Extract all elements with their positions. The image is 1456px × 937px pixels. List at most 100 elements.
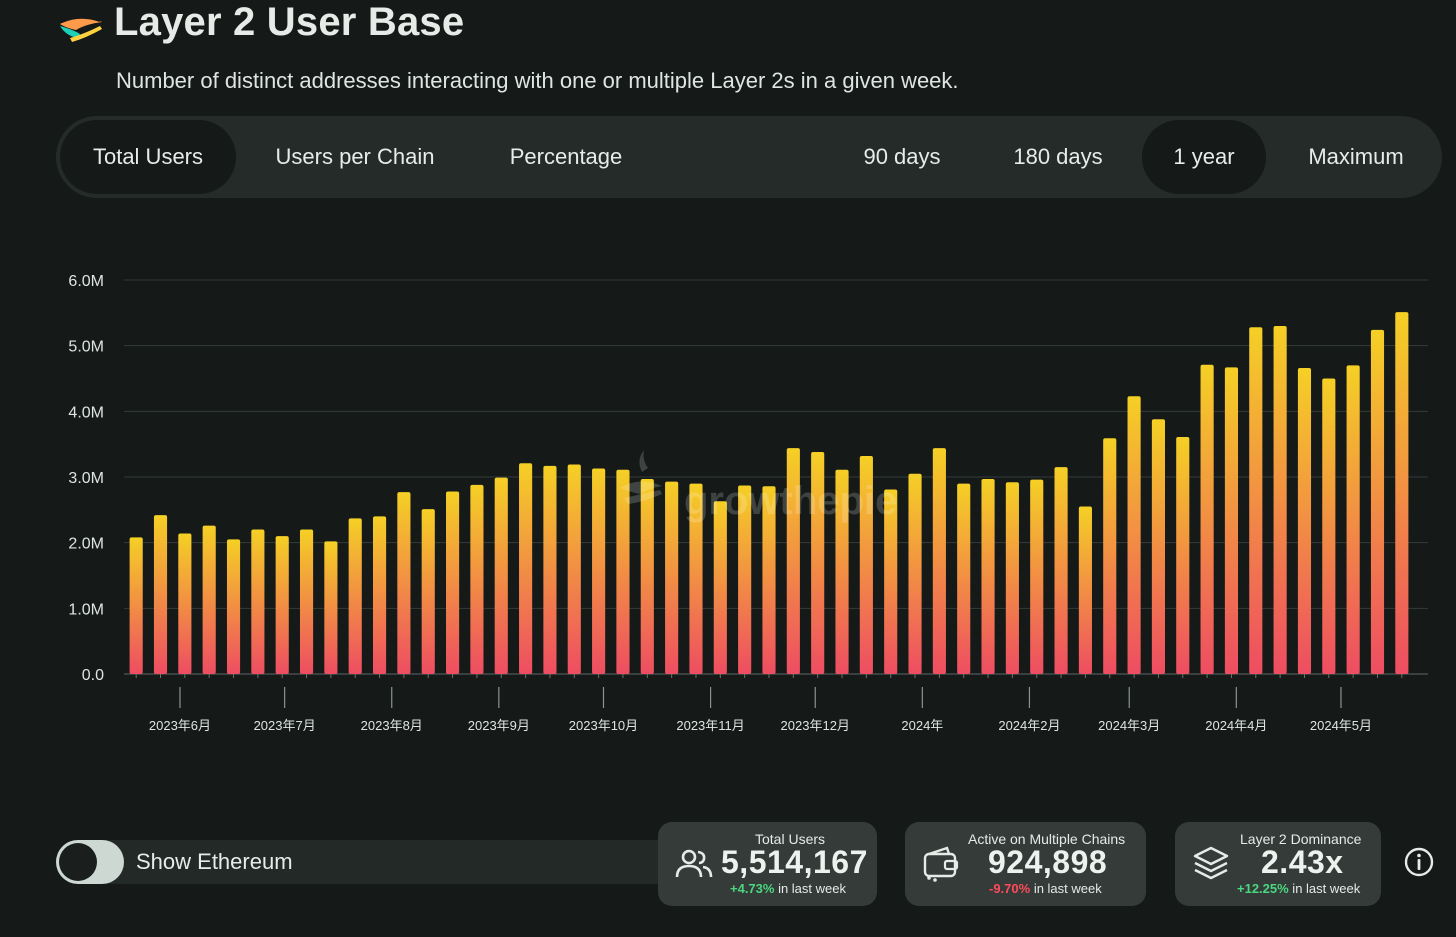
bar[interactable] [397, 492, 411, 674]
bar[interactable] [1273, 325, 1287, 674]
bar[interactable] [567, 464, 581, 674]
bar[interactable] [1078, 506, 1092, 674]
bar[interactable] [1030, 479, 1044, 674]
show-ethereum-switch[interactable] [56, 840, 124, 884]
bar[interactable] [762, 486, 776, 674]
bar[interactable] [811, 452, 825, 674]
x-tick-label: 2024年2月 [998, 718, 1060, 733]
bar[interactable] [957, 483, 971, 674]
bar[interactable] [1224, 367, 1239, 674]
bar[interactable] [1370, 329, 1385, 674]
x-tick-label: 2023年9月 [468, 718, 530, 733]
bar[interactable] [665, 481, 679, 674]
stat-change-percent: -9.70% [989, 881, 1031, 896]
stat-change: +4.73% in last week [730, 881, 846, 896]
y-tick-label: 2.0M [68, 536, 104, 553]
x-tick-label: 2023年12月 [781, 718, 850, 733]
x-tick-label: 2024年 [901, 718, 943, 733]
bar[interactable] [981, 478, 995, 674]
stat-change-suffix: in last week [1288, 881, 1361, 896]
bar[interactable] [129, 537, 143, 674]
bar[interactable] [153, 515, 168, 674]
bar[interactable] [1395, 312, 1409, 674]
bar[interactable] [1127, 396, 1141, 674]
range-180-days[interactable]: 180 days [1013, 144, 1103, 169]
x-tick-label: 2023年7月 [254, 718, 316, 733]
bar[interactable] [689, 483, 703, 674]
bar[interactable] [1297, 367, 1312, 674]
x-tick-label: 2023年6月 [149, 718, 211, 733]
bar[interactable] [202, 525, 216, 674]
y-tick-label: 4.0M [68, 404, 104, 421]
bar[interactable] [738, 485, 752, 674]
info-icon[interactable] [1403, 846, 1435, 878]
stat-label: Layer 2 Dominance [1240, 831, 1362, 847]
bar[interactable] [1054, 467, 1068, 674]
x-tick-label: 2023年11月 [676, 718, 744, 733]
bar[interactable] [1005, 482, 1019, 674]
tab-users-per-chain[interactable]: Users per Chain [275, 144, 435, 169]
bar[interactable] [1200, 364, 1214, 674]
y-tick-label: 0.0 [82, 667, 104, 684]
bar[interactable] [859, 455, 873, 674]
bar[interactable] [786, 448, 800, 674]
range-1-year[interactable]: 1 year [1142, 120, 1266, 194]
bar[interactable] [640, 478, 654, 674]
bar[interactable] [932, 448, 946, 674]
users-icon [675, 849, 713, 878]
page-title: Layer 2 User Base [114, 0, 465, 44]
watermark-text: growthepie [684, 479, 897, 523]
bar[interactable] [421, 509, 435, 674]
x-tick-label: 2024年3月 [1098, 718, 1160, 733]
tab-bar: Total Users Users per Chain Percentage 9… [56, 116, 1442, 198]
stat-change-percent: +12.25% [1237, 881, 1289, 896]
bar[interactable] [348, 518, 362, 674]
bar-chart: 6.0M 5.0M 4.0M 3.0M 2.0M 1.0M 0.0 growthepie 2… [68, 273, 1428, 733]
wallet-icon [923, 846, 959, 882]
show-ethereum-label: Show Ethereum [136, 849, 293, 874]
bar[interactable] [446, 491, 460, 674]
x-tick-label: 2024年4月 [1205, 718, 1267, 733]
bar[interactable] [1103, 438, 1117, 674]
bar[interactable] [1176, 436, 1190, 674]
bar[interactable] [299, 529, 314, 674]
bar[interactable] [494, 477, 508, 674]
bar[interactable] [470, 484, 484, 674]
y-tick-label: 6.0M [68, 273, 104, 290]
stat-label: Total Users [755, 831, 826, 847]
bar[interactable] [372, 516, 387, 674]
bar[interactable] [1322, 378, 1336, 675]
tab-total-users[interactable]: Total Users [60, 120, 236, 194]
bar[interactable] [324, 541, 338, 674]
bar[interactable] [1346, 365, 1360, 674]
stat-change-suffix: in last week [1030, 881, 1102, 896]
bar[interactable] [616, 469, 630, 674]
bar[interactable] [835, 469, 849, 674]
range-maximum[interactable]: Maximum [1308, 144, 1404, 169]
bar[interactable] [1249, 327, 1263, 674]
bar[interactable] [908, 473, 922, 674]
x-tick-label: 2024年5月 [1310, 718, 1372, 733]
y-tick-label: 5.0M [68, 339, 104, 356]
stat-card-total-users: Total Users 5,514,167 +4.73% in last wee… [658, 822, 877, 906]
bar[interactable] [543, 465, 557, 674]
bar[interactable] [713, 501, 727, 674]
stat-card-multiple-chains: Active on Multiple Chains 924,898 -9.70%… [905, 822, 1146, 906]
watermark: growthepie [620, 450, 897, 523]
y-tick-label: 3.0M [68, 470, 104, 487]
bar[interactable] [178, 533, 192, 674]
bar[interactable] [884, 489, 898, 674]
range-90-days[interactable]: 90 days [863, 144, 941, 169]
bar[interactable] [1151, 419, 1165, 674]
switch-knob [59, 843, 97, 881]
bar[interactable] [519, 463, 533, 674]
bar[interactable] [275, 536, 289, 674]
stat-card-l2-dominance: Layer 2 Dominance 2.43x +12.25% in last … [1175, 822, 1381, 906]
bar[interactable] [251, 529, 265, 674]
tab-percentage[interactable]: Percentage [509, 144, 623, 169]
x-tick-label: 2023年10月 [569, 718, 638, 733]
bar[interactable] [592, 468, 606, 674]
x-tick-label: 2023年8月 [361, 718, 423, 733]
stat-change: -9.70% in last week [989, 881, 1102, 896]
bar[interactable] [226, 539, 241, 674]
